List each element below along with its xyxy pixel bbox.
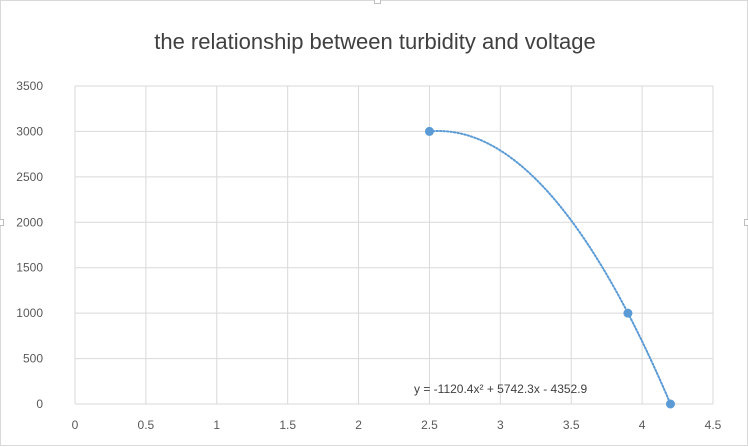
x-tick-label: 3.5 <box>563 418 580 432</box>
x-tick-label: 2 <box>355 418 362 432</box>
x-tick-label: 1.5 <box>279 418 296 432</box>
data-point[interactable] <box>424 126 434 136</box>
y-tick-label: 1500 <box>16 261 43 275</box>
y-axis-tick-labels: 0 500 1000 1500 2000 2500 3000 3500 <box>16 79 43 411</box>
x-tick-label: 2.5 <box>421 418 438 432</box>
horizontal-gridlines <box>75 85 713 405</box>
data-point[interactable] <box>623 308 633 318</box>
data-point[interactable] <box>665 399 675 409</box>
chart-title: the relationship between turbidity and v… <box>154 29 596 54</box>
y-tick-label: 3500 <box>16 79 43 93</box>
data-points <box>424 126 675 409</box>
trendline <box>428 129 672 405</box>
x-tick-label: 0.5 <box>138 418 155 432</box>
resize-handle-top[interactable] <box>374 0 381 4</box>
x-tick-label: 3 <box>497 418 504 432</box>
y-tick-label: 500 <box>23 352 43 366</box>
x-tick-label: 1 <box>213 418 220 432</box>
x-tick-label: 4.5 <box>705 418 722 432</box>
resize-handle-right[interactable] <box>744 219 748 226</box>
y-tick-label: 1000 <box>16 306 43 320</box>
y-tick-label: 2000 <box>16 215 43 229</box>
vertical-gridlines <box>74 86 714 404</box>
x-axis-tick-labels: 0 0.5 1 1.5 2 2.5 3 3.5 4 4.5 <box>72 418 722 432</box>
resize-handle-left[interactable] <box>0 219 4 226</box>
y-tick-label: 2500 <box>16 170 43 184</box>
y-tick-label: 3000 <box>16 124 43 138</box>
y-tick-label: 0 <box>36 397 43 411</box>
trendline-equation: y = -1120.4x² + 5742.3x - 4352.9 <box>414 382 588 396</box>
x-tick-label: 4 <box>639 418 646 432</box>
x-tick-label: 0 <box>72 418 79 432</box>
